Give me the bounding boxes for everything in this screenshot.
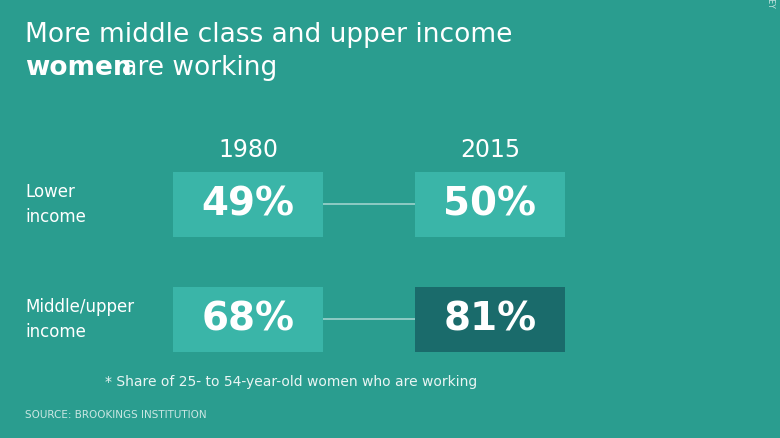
Text: * Share of 25- to 54-year-old women who are working: * Share of 25- to 54-year-old women who … bbox=[105, 374, 477, 388]
FancyBboxPatch shape bbox=[415, 172, 565, 237]
Text: are working: are working bbox=[113, 55, 277, 81]
Text: Middle/upper
income: Middle/upper income bbox=[25, 298, 134, 341]
Text: 68%: 68% bbox=[201, 300, 295, 338]
Text: 1980: 1980 bbox=[218, 138, 278, 162]
Text: 49%: 49% bbox=[201, 186, 295, 223]
Text: Lower
income: Lower income bbox=[25, 183, 86, 226]
FancyBboxPatch shape bbox=[173, 287, 323, 352]
Text: 81%: 81% bbox=[444, 300, 537, 338]
Text: SOURCE: BROOKINGS INSTITUTION: SOURCE: BROOKINGS INSTITUTION bbox=[25, 409, 207, 419]
Text: women: women bbox=[25, 55, 132, 81]
Text: CNN MONEY: CNN MONEY bbox=[766, 0, 775, 8]
Text: 50%: 50% bbox=[444, 186, 537, 223]
Text: 2015: 2015 bbox=[460, 138, 520, 162]
FancyBboxPatch shape bbox=[415, 287, 565, 352]
FancyBboxPatch shape bbox=[173, 172, 323, 237]
Text: More middle class and upper income: More middle class and upper income bbox=[25, 22, 512, 48]
